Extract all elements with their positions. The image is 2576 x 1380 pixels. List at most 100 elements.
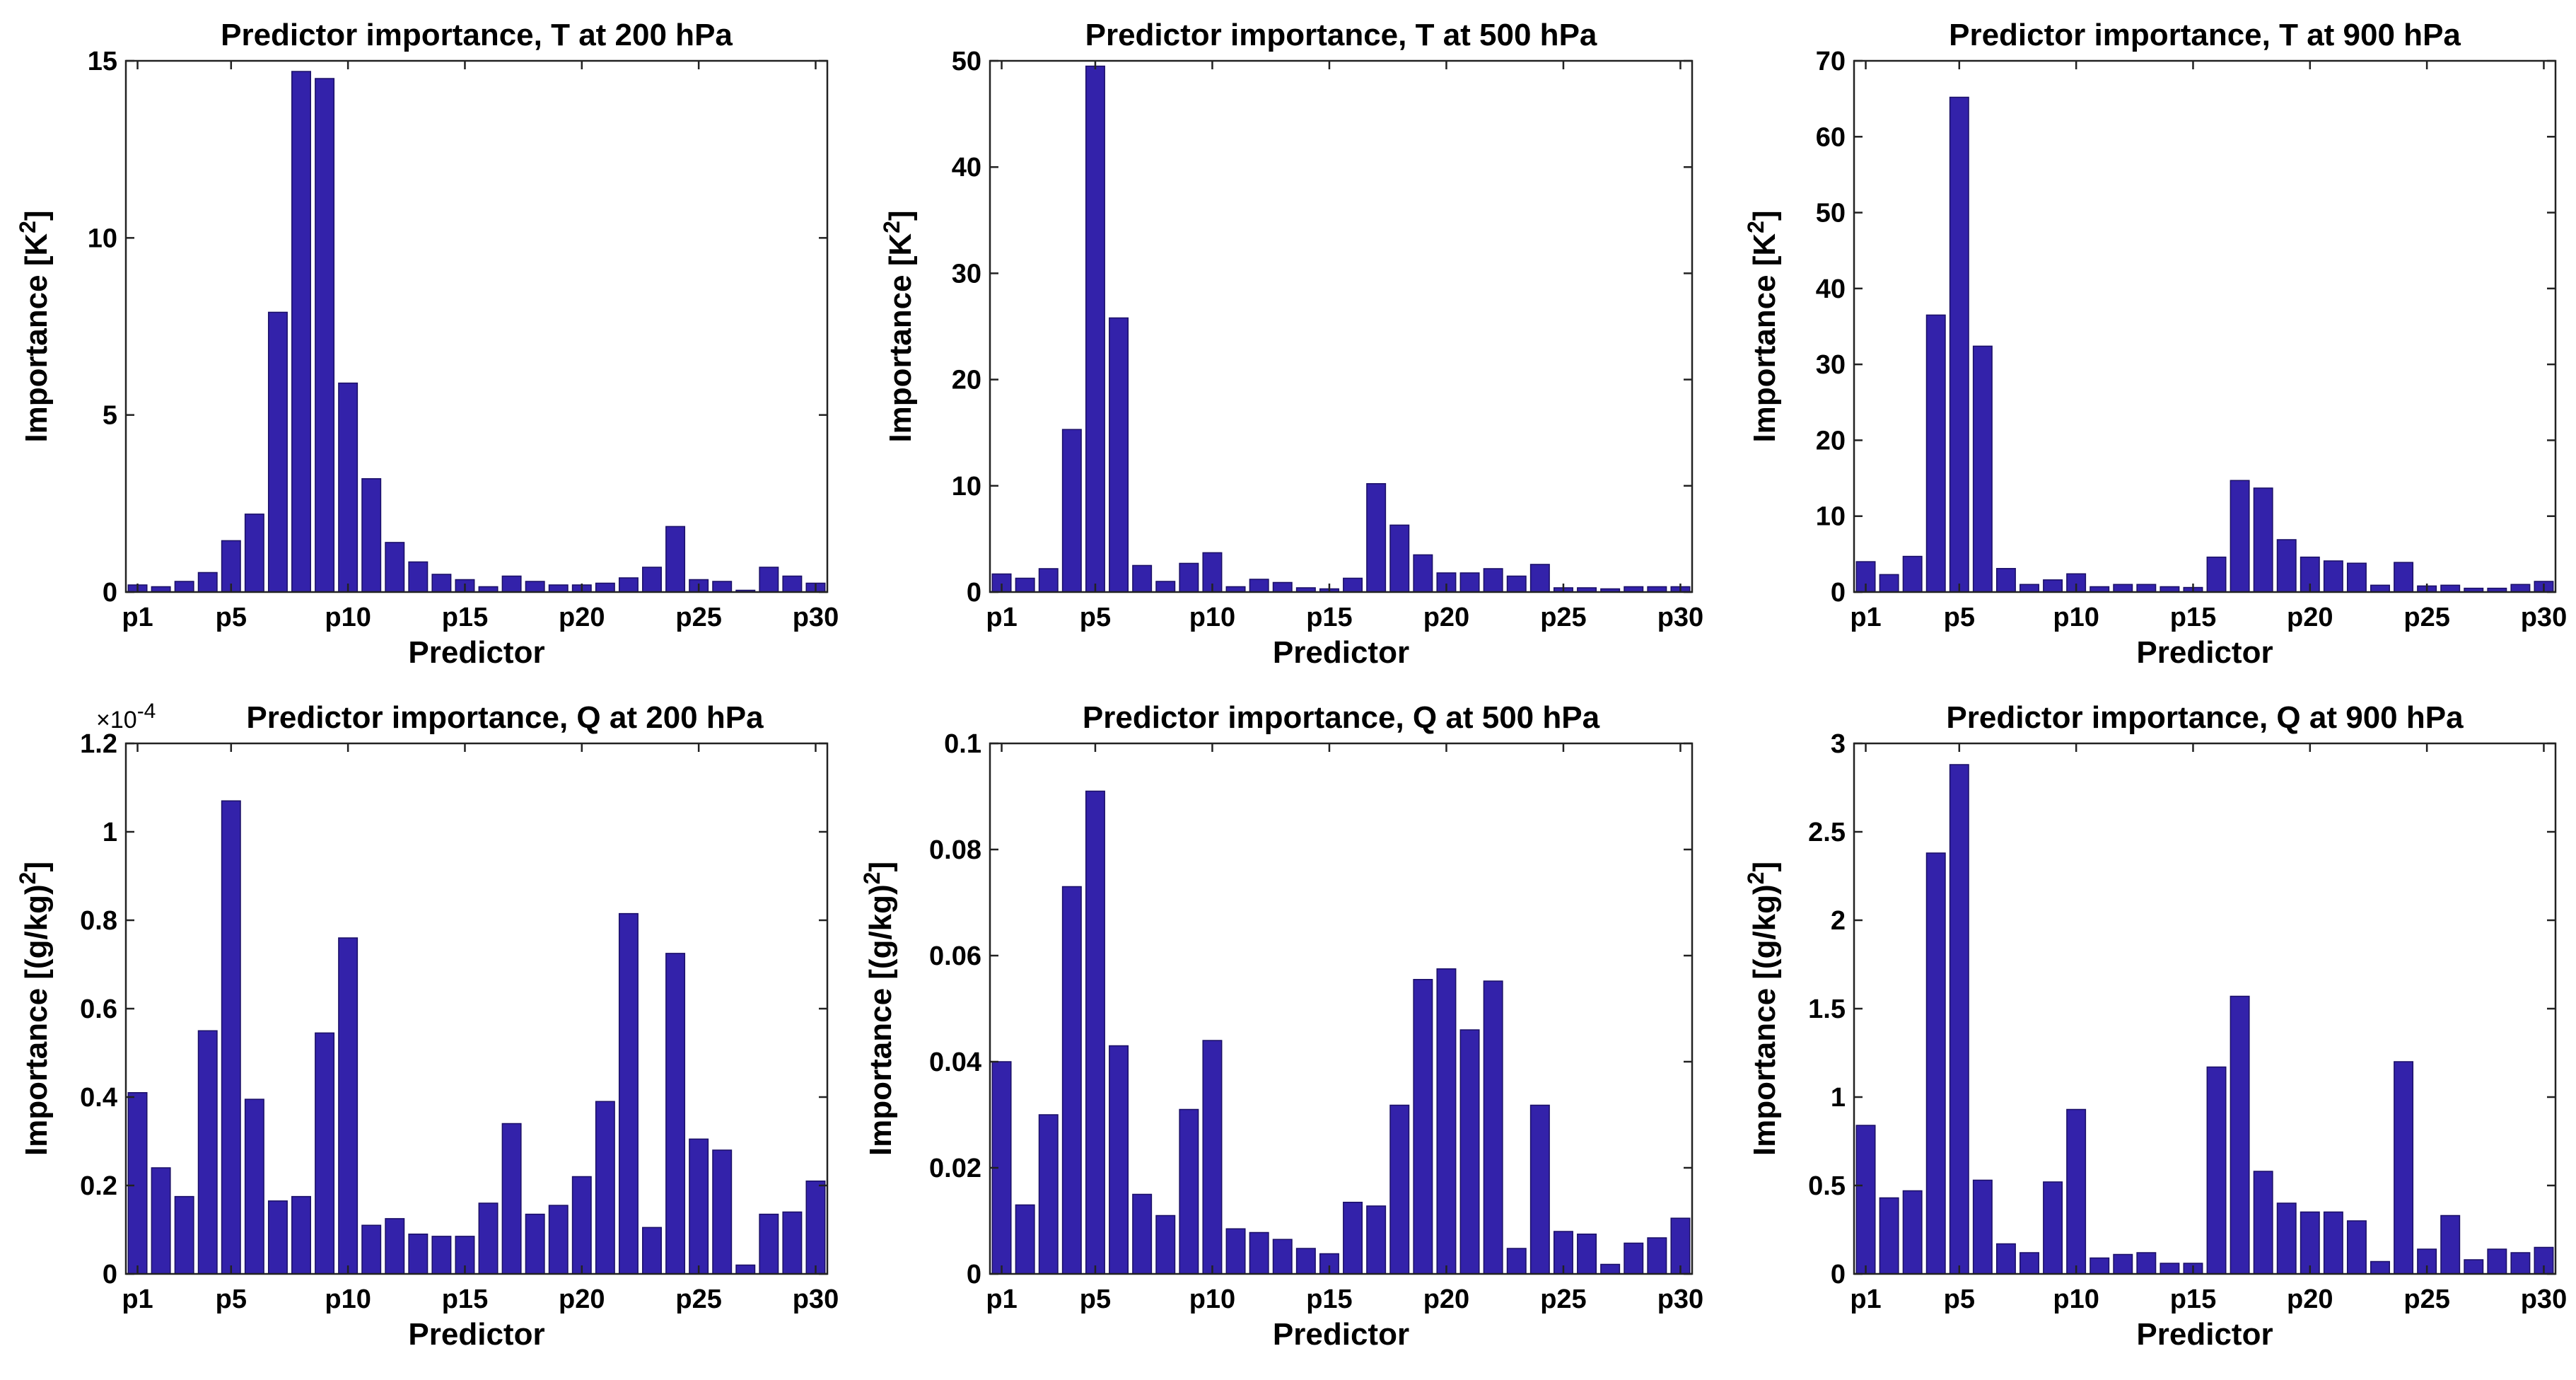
chart-panel-6: 0 0.5 1 1.5 2 2.5 3 p1 p5 p10 p15 p20 p25 p30 Predicto… — [1743, 700, 2567, 1352]
bar-p8 — [1155, 1214, 1176, 1275]
y-tick-label: 0 — [967, 578, 981, 608]
bar-p9 — [2043, 1181, 2063, 1275]
bar-p27 — [1600, 1263, 1621, 1275]
bar-p11 — [2090, 1257, 2110, 1275]
y-tick-label: 10 — [1816, 502, 1846, 532]
bar-p3 — [1902, 1190, 1923, 1275]
axes-frame — [989, 742, 1694, 1275]
y-tick-label: 40 — [952, 153, 981, 182]
bar-p22 — [2346, 1220, 2367, 1275]
bar-p21 — [2323, 1211, 2343, 1275]
bar-p2 — [1879, 574, 1899, 593]
y-tick-label: 5 — [103, 401, 117, 431]
bar-p14 — [431, 1236, 452, 1275]
y-tick-label: 40 — [1816, 274, 1846, 304]
x-axis-label: Predictor — [408, 1317, 544, 1352]
bar-p12 — [1249, 579, 1269, 593]
bar-p29 — [2510, 584, 2531, 593]
bar-p22 — [2346, 562, 2367, 593]
bar-p16 — [1343, 1202, 1363, 1275]
x-tick-label: p25 — [675, 603, 721, 632]
y-tick-label: 10 — [88, 224, 117, 253]
x-axis-label: Predictor — [408, 635, 544, 670]
bar-p29 — [782, 575, 803, 593]
bar-p16 — [1343, 577, 1363, 593]
bar-p23 — [1506, 1248, 1527, 1275]
y-tick-label: 20 — [952, 366, 981, 395]
bar-p6 — [1972, 1179, 1993, 1275]
x-tick-label: p1 — [122, 1285, 153, 1314]
y-tick-label: 0 — [1831, 1260, 1846, 1289]
bar-p21 — [1459, 1029, 1480, 1275]
bar-p19 — [1413, 554, 1433, 593]
bar-p9 — [1179, 1108, 1199, 1275]
bar-p16 — [2206, 556, 2227, 593]
bar-p5 — [1949, 764, 1969, 1275]
bar-p4 — [1061, 429, 1082, 593]
x-tick-label: p5 — [1944, 1285, 1975, 1314]
bar-p28 — [1624, 1242, 1644, 1275]
bar-p23 — [2370, 584, 2390, 593]
bar-p22 — [618, 577, 639, 593]
bar-p4 — [197, 1030, 218, 1275]
bar-p29 — [2510, 1252, 2531, 1275]
bar-p26 — [2440, 1214, 2461, 1275]
bar-p18 — [2253, 487, 2273, 593]
bar-p23 — [2370, 1260, 2390, 1275]
bar-p7 — [1995, 567, 2016, 593]
bar-p20 — [2300, 1211, 2320, 1275]
chart-title: Predictor importance, Q at 200 hPa — [246, 700, 764, 735]
x-tick-label: p15 — [1306, 1285, 1352, 1314]
bar-p18 — [1389, 1104, 1410, 1275]
bar-p13 — [1272, 1239, 1293, 1275]
bar-p5 — [1949, 96, 1969, 593]
bar-p9 — [315, 1032, 335, 1275]
y-axis-label: Importance [(g/kg)2] — [15, 862, 54, 1156]
bar-p12 — [385, 1218, 405, 1275]
y-tick-label: 0 — [103, 1260, 117, 1289]
bar-p11 — [1225, 1228, 1246, 1275]
y-axis-label: Importance [K2] — [15, 210, 54, 442]
bar-p13 — [1272, 581, 1293, 593]
y-tick-label: 0.5 — [1808, 1171, 1846, 1201]
bar-p11 — [361, 1224, 382, 1275]
bar-p21 — [1459, 572, 1480, 593]
x-tick-label: p20 — [559, 1285, 605, 1314]
bar-p29 — [782, 1211, 803, 1275]
y-tick-label: 10 — [952, 472, 981, 501]
bar-p14 — [1295, 1248, 1316, 1275]
x-axis-label: Predictor — [1273, 635, 1409, 670]
y-tick-label: 0.2 — [80, 1171, 117, 1201]
bar-p8 — [291, 1195, 311, 1275]
bar-p3 — [1902, 555, 1923, 593]
bar-p17 — [501, 575, 522, 593]
y-axis-label: Importance [(g/kg)2] — [1743, 862, 1782, 1156]
bar-p1 — [127, 1092, 148, 1275]
bar-p6 — [1972, 345, 1993, 593]
bar-p19 — [1413, 979, 1433, 1275]
bar-p28 — [759, 567, 779, 593]
bar-p8 — [1155, 581, 1176, 593]
chart-title: Predictor importance, Q at 900 hPa — [1946, 700, 2464, 735]
y-tick-label: 15 — [88, 47, 117, 76]
y-tick-label: 0.4 — [80, 1083, 117, 1113]
x-tick-label: p5 — [1080, 1285, 1111, 1314]
x-tick-label: p25 — [2403, 1285, 2449, 1314]
bar-p19 — [2276, 539, 2297, 593]
y-tick-label: 1 — [103, 818, 117, 847]
bar-p27 — [2464, 1259, 2484, 1275]
y-tick-label: 1 — [1831, 1083, 1846, 1113]
x-tick-label: p30 — [2521, 1285, 2567, 1314]
bar-p8 — [2020, 584, 2039, 593]
bar-p23 — [642, 1227, 662, 1275]
chart-panel-2: 0 10 20 30 40 50 p1 p5 p10 p15 p20 p25 p30 Predictor … — [879, 18, 1703, 670]
bar-p21 — [595, 1101, 615, 1275]
bar-p25 — [689, 1138, 709, 1275]
bar-p30 — [1670, 1217, 1691, 1275]
y-tick-label: 0.04 — [929, 1048, 981, 1077]
x-axis-label: Predictor — [2136, 635, 2273, 670]
bar-p21 — [595, 582, 615, 593]
x-tick-label: p30 — [793, 603, 839, 632]
bar-p26 — [1577, 1234, 1597, 1275]
